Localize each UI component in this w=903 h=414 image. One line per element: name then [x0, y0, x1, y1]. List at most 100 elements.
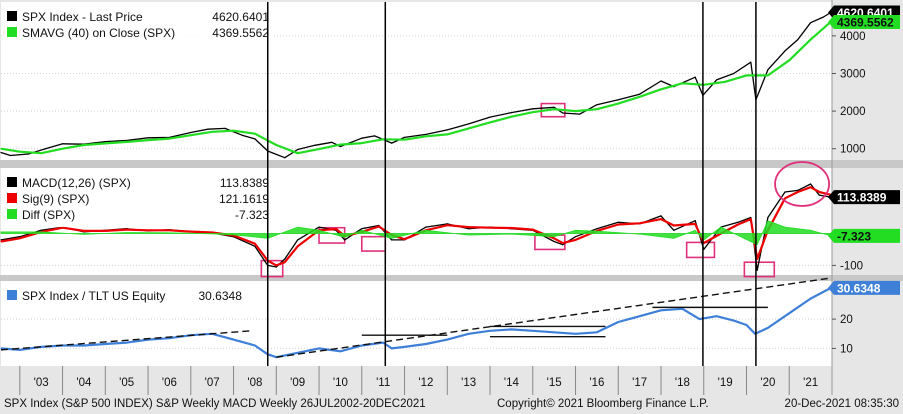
- data-point: [425, 226, 427, 228]
- x-tick-label: '13: [461, 377, 476, 389]
- footer-timestamp: 20-Dec-2021 08:35:30: [784, 398, 899, 410]
- data-point: [0, 239, 2, 241]
- data-point: [19, 349, 21, 351]
- x-tick-label: '12: [418, 377, 433, 389]
- trend-line-dashed: [0, 330, 251, 351]
- data-point: [40, 229, 42, 231]
- data-point: [0, 148, 2, 150]
- data-point: [254, 243, 256, 245]
- data-point: [168, 337, 171, 339]
- data-point: [190, 131, 192, 134]
- data-point: [61, 148, 64, 150]
- x-tick-label: '10: [333, 377, 348, 389]
- data-point: [562, 112, 564, 114]
- data-point: [104, 230, 106, 232]
- data-point: [574, 110, 577, 112]
- x-tick-label: '04: [76, 377, 92, 389]
- data-point: [211, 231, 213, 234]
- data-point: [784, 191, 786, 193]
- data-point: [126, 141, 128, 143]
- data-point: [339, 143, 342, 146]
- data-point: [40, 152, 42, 154]
- data-point: [446, 129, 448, 131]
- x-tick-label: '03: [34, 377, 49, 389]
- data-point: [0, 240, 2, 243]
- data-point: [425, 135, 427, 137]
- data-point: [673, 229, 675, 231]
- data-point: [818, 191, 820, 193]
- data-point: [425, 343, 427, 345]
- highlight-box: [260, 259, 284, 278]
- data-point: [489, 121, 491, 123]
- legend-value: -7.323: [235, 208, 269, 222]
- legend-label: Sig(9) (SPX): [22, 192, 89, 206]
- legend-label: SPX Index / TLT US Equity: [22, 289, 165, 303]
- data-point: [297, 352, 299, 354]
- last-value-tag: [828, 190, 900, 205]
- data-point: [361, 137, 363, 139]
- data-point: [391, 239, 393, 241]
- data-point: [19, 236, 21, 238]
- data-point: [562, 244, 564, 246]
- y-tick-label: 10: [840, 343, 853, 355]
- data-point: [468, 226, 470, 228]
- x-axis-band: [1, 366, 832, 395]
- data-point: [318, 347, 320, 350]
- data-point: [224, 127, 226, 129]
- x-tick-label: '16: [589, 377, 604, 389]
- series-line: [0, 287, 832, 359]
- data-point: [297, 245, 299, 247]
- legend-label: SMAVG (40) on Close (SPX): [22, 26, 175, 40]
- data-point: [19, 151, 21, 153]
- data-point: [510, 227, 512, 229]
- data-point: [331, 141, 333, 143]
- data-point: [767, 216, 769, 219]
- x-tick-label: '08: [247, 377, 262, 389]
- x-tick-label: '14: [504, 377, 520, 389]
- data-point: [822, 16, 825, 18]
- data-point: [756, 269, 758, 271]
- data-point: [745, 324, 748, 326]
- legend-swatch: [7, 177, 17, 187]
- x-tick-label: '17: [632, 377, 647, 389]
- data-point: [284, 157, 286, 159]
- legend-value: 121.1619: [219, 192, 269, 206]
- data-point: [489, 227, 491, 229]
- data-point: [784, 50, 786, 52]
- data-point: [574, 333, 577, 335]
- data-point: [318, 148, 320, 150]
- data-point: [19, 237, 21, 239]
- data-point: [284, 258, 286, 260]
- footer: SPX Index (S&P 500 INDEX) S&P Weekly MAC…: [0, 395, 903, 414]
- data-point: [314, 144, 316, 146]
- data-point: [596, 331, 598, 333]
- data-point: [83, 144, 85, 146]
- data-point: [232, 130, 235, 132]
- x-tick-label: '05: [119, 377, 134, 389]
- data-point: [83, 230, 85, 232]
- data-point: [553, 331, 555, 333]
- data-point: [660, 309, 662, 311]
- data-point: [391, 347, 393, 350]
- x-tick-label: '18: [675, 377, 690, 389]
- data-point: [297, 148, 299, 151]
- data-point: [797, 191, 799, 193]
- data-point: [724, 81, 726, 83]
- data-point: [639, 96, 641, 98]
- series-line: [0, 21, 832, 155]
- legend-label: SPX Index - Last Price: [22, 10, 143, 24]
- data-point: [344, 239, 346, 241]
- data-point: [681, 82, 683, 84]
- y-tick-label: 1000: [840, 144, 866, 156]
- data-point: [168, 137, 171, 140]
- data-point: [532, 330, 534, 332]
- data-point: [147, 139, 149, 141]
- data-point: [617, 223, 619, 226]
- data-point: [818, 194, 820, 196]
- data-point: [767, 327, 769, 329]
- data-point: [737, 221, 739, 223]
- legend-value: 4620.6401: [212, 10, 269, 24]
- data-point: [673, 224, 675, 227]
- data-point: [617, 221, 619, 223]
- x-tick-label: '07: [205, 377, 220, 389]
